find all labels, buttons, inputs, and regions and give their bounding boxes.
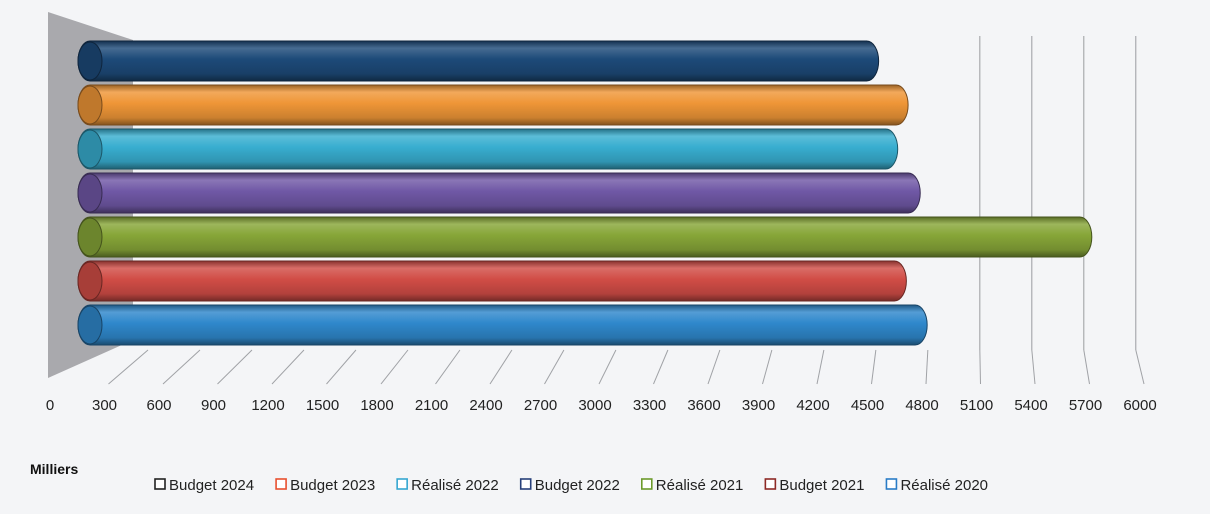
x-tick-label: 4500 <box>851 397 884 414</box>
legend-item-budget-2021: Budget 2021 <box>764 477 864 494</box>
bar-body <box>77 216 1093 258</box>
legend-label: Budget 2021 <box>779 477 864 494</box>
x-tick-label: 600 <box>146 397 171 414</box>
x-tick-label: 3000 <box>578 397 611 414</box>
legend-swatch <box>764 478 777 490</box>
depth-line <box>707 349 721 385</box>
depth-line <box>435 349 461 385</box>
x-tick-label: 0 <box>46 397 54 414</box>
legend-item-realise-2021: Réalisé 2021 <box>640 477 744 494</box>
depth-line <box>925 349 929 385</box>
depth-line <box>489 349 513 385</box>
depth-lines <box>108 36 1145 385</box>
bar-cap <box>77 217 103 257</box>
depth-line <box>108 349 149 385</box>
x-tick-label: 1500 <box>306 397 339 414</box>
depth-line <box>598 349 617 385</box>
bar-body <box>77 304 928 346</box>
x-tick-label: 4200 <box>796 397 829 414</box>
depth-line <box>380 349 409 385</box>
bar-body <box>77 260 907 302</box>
x-tick-label: 900 <box>201 397 226 414</box>
x-tick-label: 6000 <box>1123 397 1156 414</box>
x-tick-label: 1800 <box>360 397 393 414</box>
bar-cap <box>77 41 103 81</box>
legend-swatch <box>640 478 653 490</box>
depth-line <box>217 349 253 385</box>
legend-item-realise-2022: Réalisé 2022 <box>396 477 499 494</box>
legend-label: Budget 2022 <box>535 477 620 494</box>
x-tick-label: 2100 <box>415 397 448 414</box>
depth-line <box>1083 349 1090 385</box>
legend-label: Budget 2024 <box>169 477 254 494</box>
x-tick-label: 300 <box>92 397 117 414</box>
bar-body <box>77 84 909 126</box>
legend-label: Réalisé 2022 <box>411 477 499 494</box>
bar-budget-2022 <box>77 172 921 214</box>
bar-realise-2022 <box>77 128 899 170</box>
depth-line <box>816 349 825 385</box>
x-tick-label: 3300 <box>633 397 666 414</box>
x-tick-label: 2700 <box>524 397 557 414</box>
legend-swatch <box>519 478 532 490</box>
bar-budget-2023 <box>77 84 909 126</box>
bar-budget-2021 <box>77 260 907 302</box>
x-tick-label: 4800 <box>905 397 938 414</box>
bar-cap <box>77 261 103 301</box>
depth-line <box>979 349 981 385</box>
legend-swatch <box>154 478 166 490</box>
bars <box>77 40 1093 346</box>
depth-line <box>1135 349 1145 385</box>
legend-swatch <box>396 478 408 490</box>
legend-item-realise-2020: Réalisé 2020 <box>885 477 988 494</box>
x-tick-label: 1200 <box>251 397 284 414</box>
x-tick-label: 3900 <box>742 397 775 414</box>
bar-body <box>77 40 880 82</box>
x-tick-label: 2400 <box>469 397 502 414</box>
depth-line <box>271 349 305 385</box>
bar-cap <box>77 85 103 125</box>
bar-realise-2021 <box>77 216 1093 258</box>
legend-label: Réalisé 2021 <box>656 477 744 494</box>
depth-line <box>762 349 773 385</box>
depth-line <box>1031 349 1036 385</box>
depth-line <box>326 349 357 385</box>
bar-cap <box>77 173 103 213</box>
x-tick-label: 5700 <box>1069 397 1102 414</box>
bar-budget-2024 <box>77 40 880 82</box>
x-axis-ticks: 0 300 600 900 1200 1500 1800 2100 2400 2700 3000 33… <box>46 397 1157 414</box>
bar-cap <box>77 305 103 345</box>
depth-line <box>871 349 877 385</box>
depth-line <box>162 349 201 385</box>
x-tick-label: 5400 <box>1014 397 1047 414</box>
legend-swatch <box>885 478 898 490</box>
legend-item-budget-2023: Budget 2023 <box>275 477 375 494</box>
legend-label: Réalisé 2020 <box>900 477 988 494</box>
x-tick-label: 3600 <box>687 397 720 414</box>
bar-realise-2020 <box>77 304 928 346</box>
bar-cap <box>77 129 103 169</box>
legend-item-budget-2024: Budget 2024 <box>154 477 254 494</box>
legend-item-budget-2022: Budget 2022 <box>519 477 620 494</box>
depth-line <box>653 349 669 385</box>
legend-swatch <box>275 478 287 490</box>
x-tick-label: 5100 <box>960 397 993 414</box>
bar-body <box>77 128 899 170</box>
depth-line <box>544 349 565 385</box>
legend: Budget 2024 Budget 2023 Réalisé 2022 Budget… <box>154 477 988 494</box>
legend-label: Budget 2023 <box>290 477 375 494</box>
unit-label: Milliers <box>30 461 78 477</box>
bar-body <box>77 172 921 214</box>
